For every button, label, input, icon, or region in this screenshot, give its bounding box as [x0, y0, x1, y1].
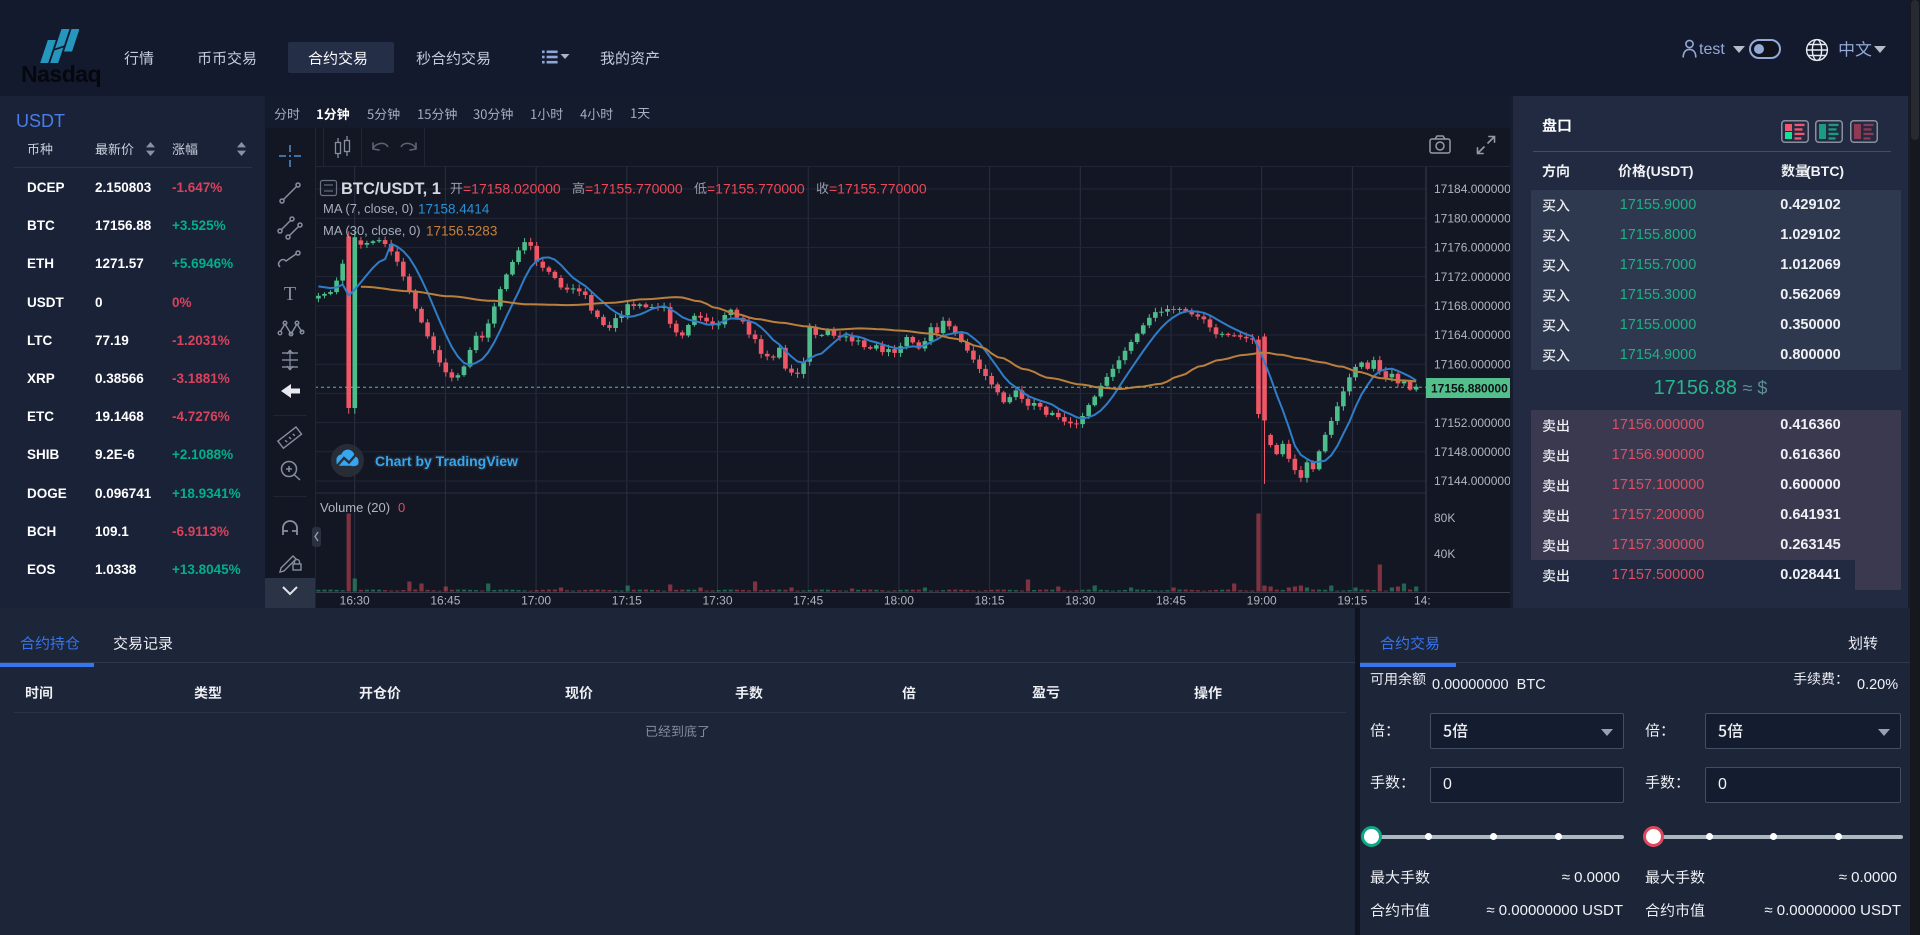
- svg-text:18:45: 18:45: [1156, 594, 1186, 608]
- svg-text:Chart by TradingView: Chart by TradingView: [375, 453, 518, 469]
- svg-text:T: T: [284, 283, 296, 305]
- svg-text:17164.000000: 17164.000000: [1434, 328, 1510, 342]
- svg-text:19:00: 19:00: [1247, 594, 1277, 608]
- svg-text:17:00: 17:00: [521, 594, 551, 608]
- svg-text:16:30: 16:30: [340, 594, 370, 608]
- svg-text:17172.000000: 17172.000000: [1434, 270, 1510, 284]
- svg-text:18:00: 18:00: [884, 594, 914, 608]
- svg-text:18:15: 18:15: [975, 594, 1005, 608]
- svg-text:17:45: 17:45: [793, 594, 823, 608]
- svg-text:17158.4414: 17158.4414: [418, 202, 490, 217]
- svg-text:=17155.770000: =17155.770000: [707, 181, 805, 197]
- svg-text:=17158.020000: =17158.020000: [463, 181, 561, 197]
- svg-text:17156.5283: 17156.5283: [426, 224, 497, 239]
- svg-text:17184.000000: 17184.000000: [1434, 182, 1510, 196]
- svg-text:14:: 14:: [1414, 594, 1431, 608]
- svg-text:=17155.770000: =17155.770000: [829, 181, 927, 197]
- svg-text:17144.000000: 17144.000000: [1434, 474, 1510, 488]
- svg-text:17152.000000: 17152.000000: [1434, 416, 1510, 430]
- svg-text:18:30: 18:30: [1065, 594, 1095, 608]
- svg-text:17:30: 17:30: [702, 594, 732, 608]
- svg-text:19:15: 19:15: [1337, 594, 1367, 608]
- svg-text:17148.000000: 17148.000000: [1434, 445, 1510, 459]
- svg-text:BTC/USDT, 1: BTC/USDT, 1: [341, 180, 441, 198]
- svg-text:MA (30, close, 0): MA (30, close, 0): [323, 223, 421, 238]
- svg-text:17156.880000: 17156.880000: [1431, 382, 1508, 396]
- svg-text:17160.000000: 17160.000000: [1434, 357, 1510, 371]
- svg-text:16:45: 16:45: [430, 594, 460, 608]
- svg-text:17:15: 17:15: [612, 594, 642, 608]
- svg-text:17176.000000: 17176.000000: [1434, 241, 1510, 255]
- svg-text:17168.000000: 17168.000000: [1434, 299, 1510, 313]
- svg-text:MA (7, close, 0): MA (7, close, 0): [323, 201, 413, 216]
- svg-text:17180.000000: 17180.000000: [1434, 211, 1510, 225]
- svg-text:40K: 40K: [1434, 547, 1455, 561]
- svg-text:Volume (20): Volume (20): [320, 500, 390, 515]
- svg-text:0: 0: [398, 500, 405, 515]
- svg-text:=17155.770000: =17155.770000: [585, 181, 683, 197]
- svg-text:80K: 80K: [1434, 511, 1455, 525]
